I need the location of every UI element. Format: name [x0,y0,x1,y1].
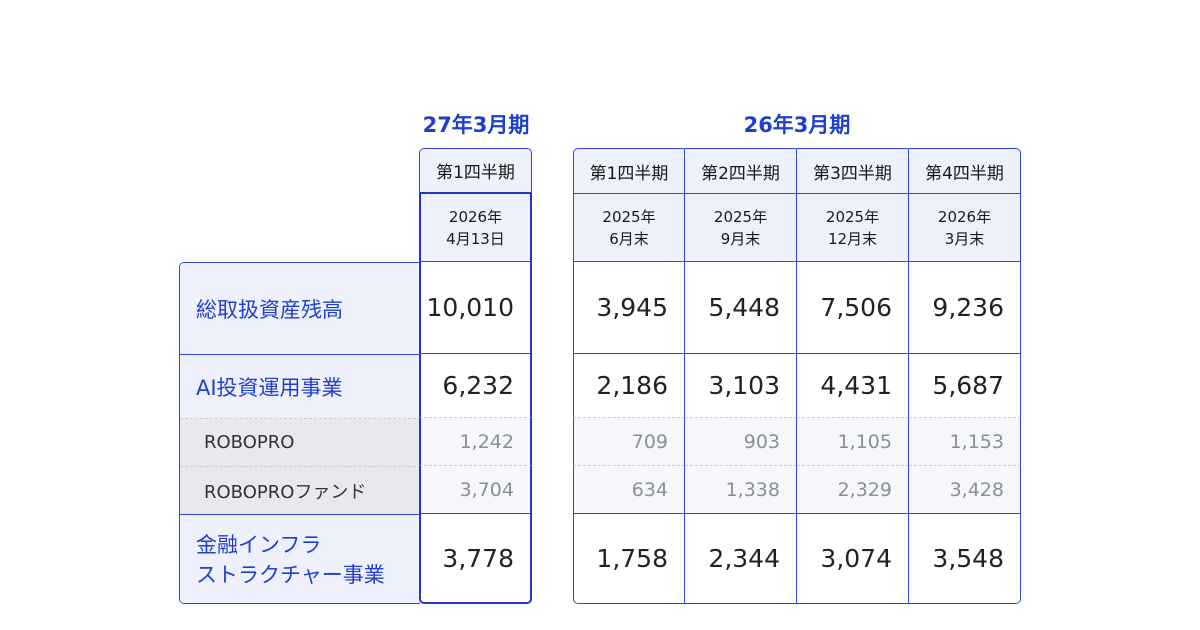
current-period-table: 第1四半期 2026年 4月13日 10,010 6,232 1,242 3,7… [419,148,532,604]
row-label-robopro-fund: ROBOPROファンド [180,467,420,515]
prev-q2-date: 2025年 9月末 [685,194,797,262]
date-line-2: 12月末 [827,229,878,248]
cell-robopro-fund-q2: 1,338 [685,466,797,514]
cell-financial-infra-current: 3,778 [419,514,532,604]
cell-ai-investment-q4: 5,687 [909,354,1021,418]
cell-total-aum-q3: 7,506 [797,262,909,354]
prev-q4-date: 2026年 3月末 [909,194,1021,262]
date-line-1: 2025年 [713,207,768,226]
cell-ai-investment-q1: 2,186 [573,354,685,418]
cell-total-aum-q1: 3,945 [573,262,685,354]
cell-financial-infra-q1: 1,758 [573,514,685,604]
cell-financial-infra-q3: 3,074 [797,514,909,604]
cell-total-aum-q4: 9,236 [909,262,1021,354]
cell-robopro-q4: 1,153 [909,418,1021,466]
cell-ai-investment-q3: 4,431 [797,354,909,418]
date-line-2: 6月末 [609,229,649,248]
date-line-2: 9月末 [720,229,761,248]
current-q1-header: 第1四半期 [419,148,532,194]
cell-robopro-fund-q4: 3,428 [909,466,1021,514]
row-labels: 総取扱資産残高 AI投資運用事業 ROBOPRO ROBOPROファンド 金融イ… [179,262,420,604]
cell-total-aum-current: 10,010 [419,262,532,354]
date-line-1: 2025年 [602,207,656,226]
current-q1-date: 2026年 4月13日 [419,194,532,262]
cell-robopro-fund-current: 3,704 [419,466,532,514]
prev-q1-header: 第1四半期 [573,148,685,194]
cell-total-aum-q2: 5,448 [685,262,797,354]
previous-period-table: 第1四半期 第2四半期 第3四半期 第4四半期 2025年 6月末 2025年 … [573,148,1021,604]
date-line-2: 4月13日 [446,229,505,248]
row-label-financial-infra: 金融インフラ ストラクチャー事業 [180,515,420,603]
cell-robopro-q3: 1,105 [797,418,909,466]
prev-q4-header: 第4四半期 [909,148,1021,194]
row-label-ai-investment: AI投資運用事業 [180,355,420,419]
date-line-1: 2026年 [937,207,992,226]
current-period-title: 27年3月期 [422,113,530,137]
cell-robopro-q1: 709 [573,418,685,466]
cell-ai-investment-q2: 3,103 [685,354,797,418]
cell-ai-investment-current: 6,232 [419,354,532,418]
prev-q1-date: 2025年 6月末 [573,194,685,262]
cell-financial-infra-q2: 2,344 [685,514,797,604]
cell-financial-infra-q4: 3,548 [909,514,1021,604]
cell-robopro-q2: 903 [685,418,797,466]
cell-robopro-fund-q3: 2,329 [797,466,909,514]
prev-q3-date: 2025年 12月末 [797,194,909,262]
cell-robopro-fund-q1: 634 [573,466,685,514]
row-label-financial-infra-line2: ストラクチャー事業 [196,563,385,587]
date-line-1: 2026年 [448,207,503,226]
cell-robopro-current: 1,242 [419,418,532,466]
prev-q3-header: 第3四半期 [797,148,909,194]
previous-period-title: 26年3月期 [743,113,851,137]
row-label-robopro: ROBOPRO [180,419,420,467]
date-line-1: 2025年 [825,207,880,226]
date-line-2: 3月末 [944,229,985,248]
prev-q2-header: 第2四半期 [685,148,797,194]
row-label-total-aum: 総取扱資産残高 [180,263,420,355]
row-label-financial-infra-line1: 金融インフラ [196,533,322,557]
